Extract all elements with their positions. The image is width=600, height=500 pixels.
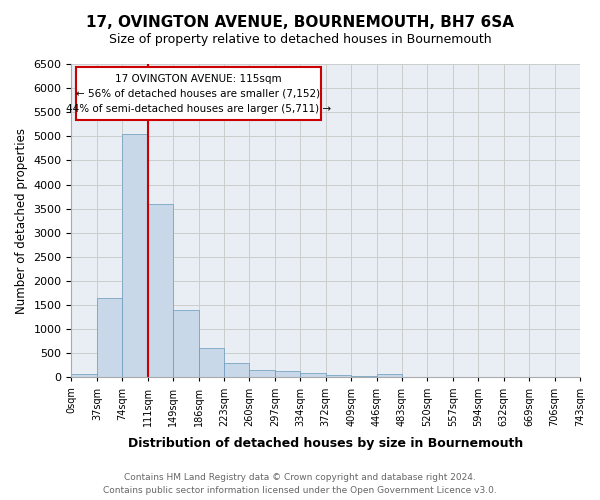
Bar — [173, 310, 199, 378]
Bar — [224, 363, 250, 378]
Bar — [71, 374, 97, 378]
Text: Contains HM Land Registry data © Crown copyright and database right 2024.
Contai: Contains HM Land Registry data © Crown c… — [103, 474, 497, 495]
Bar — [326, 375, 351, 378]
X-axis label: Distribution of detached houses by size in Bournemouth: Distribution of detached houses by size … — [128, 437, 523, 450]
Text: 17, OVINGTON AVENUE, BOURNEMOUTH, BH7 6SA: 17, OVINGTON AVENUE, BOURNEMOUTH, BH7 6S… — [86, 15, 514, 30]
Bar — [97, 298, 122, 378]
Bar — [250, 370, 275, 378]
Bar — [122, 134, 148, 378]
Text: 17 OVINGTON AVENUE: 115sqm
← 56% of detached houses are smaller (7,152)
44% of s: 17 OVINGTON AVENUE: 115sqm ← 56% of deta… — [66, 74, 331, 114]
Bar — [199, 348, 224, 378]
Y-axis label: Number of detached properties: Number of detached properties — [15, 128, 28, 314]
FancyBboxPatch shape — [76, 67, 320, 120]
Text: Size of property relative to detached houses in Bournemouth: Size of property relative to detached ho… — [109, 32, 491, 46]
Bar — [300, 373, 326, 378]
Bar — [275, 370, 300, 378]
Bar — [148, 204, 173, 378]
Bar — [351, 376, 377, 378]
Bar — [377, 374, 402, 378]
